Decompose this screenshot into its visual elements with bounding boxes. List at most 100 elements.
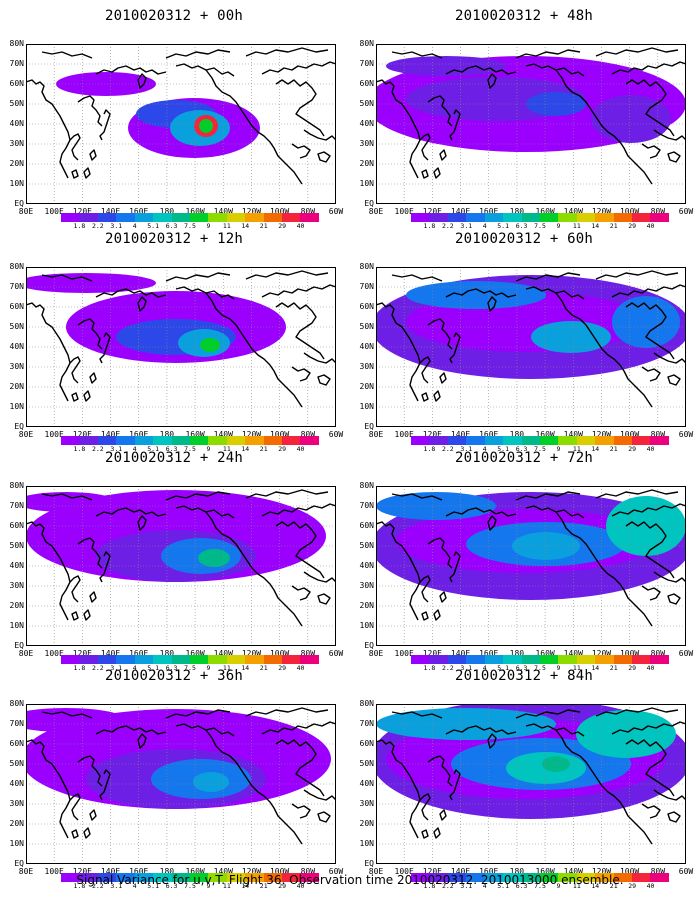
colorbar-label: 7.5 xyxy=(184,222,196,230)
latitude-label: 70N xyxy=(359,719,374,728)
colorbar-label: 4 xyxy=(132,882,137,890)
latitude-label: 60N xyxy=(359,302,374,311)
colorbar-swatch xyxy=(576,655,596,664)
colorbar-swatch xyxy=(613,655,633,664)
latitude-label: 10N xyxy=(359,621,374,630)
coastline xyxy=(26,79,71,179)
latitude-label: 20N xyxy=(359,819,374,828)
coastline xyxy=(421,829,429,839)
coastline xyxy=(71,611,79,621)
colorbar-label: 4 xyxy=(132,445,137,453)
coastline xyxy=(99,769,111,801)
coastline xyxy=(137,733,147,749)
coastline xyxy=(303,571,336,583)
colorbar-swatch xyxy=(558,213,577,222)
colorbar-label: 40 xyxy=(296,664,305,672)
longitude-label: 140E xyxy=(450,207,471,216)
colorbar-labels: 1.8 2.2 3.1 4 5.1 6.3 7.5 9 11 14 21 29 40 xyxy=(61,883,319,891)
colorbar-swatch xyxy=(300,873,319,882)
colorbar-label: 6.3 xyxy=(515,882,528,890)
colorbar-swatch xyxy=(226,213,246,222)
coastline xyxy=(611,61,686,75)
colorbar-label: 4 xyxy=(482,664,487,672)
longitude-label: 100E xyxy=(44,207,64,216)
coastline xyxy=(89,149,97,161)
map-plot xyxy=(376,44,686,204)
longitude-label: 120W xyxy=(591,867,612,876)
colorbar xyxy=(411,873,669,882)
colorbar-label: 1.8 xyxy=(423,222,436,230)
latitude-label: 60N xyxy=(359,739,374,748)
coastline xyxy=(419,356,431,384)
colorbar-label: 1.8 xyxy=(423,664,436,672)
colorbar-label: 11 xyxy=(572,445,581,453)
coastline xyxy=(26,521,71,621)
coastline xyxy=(595,270,679,280)
colorbar-swatch xyxy=(116,655,135,664)
colorbar-label: 4 xyxy=(482,445,487,453)
colorbar-labels: 1.8 2.2 3.1 4 5.1 6.3 7.5 9 11 14 21 29 40 xyxy=(411,223,669,231)
colorbar-label: 1.8 xyxy=(73,445,86,453)
coastline xyxy=(653,129,686,141)
colorbar-swatch xyxy=(447,213,467,222)
map-plot xyxy=(26,704,336,864)
colorbar-swatch xyxy=(558,655,577,664)
colorbar-swatch xyxy=(521,213,540,222)
latitude-label: 60N xyxy=(9,302,24,311)
colorbar-swatch xyxy=(208,436,227,445)
variance-contour xyxy=(200,338,220,352)
longitude-label: 80W xyxy=(300,207,316,216)
colorbar-swatch xyxy=(245,873,264,882)
longitude-label: 80W xyxy=(300,430,316,439)
latitude-label: 50N xyxy=(359,322,374,331)
longitude-label: 140W xyxy=(213,207,233,216)
colorbar-label: 3.1 xyxy=(110,222,123,230)
colorbar-label: 21 xyxy=(609,222,618,230)
coastline xyxy=(291,585,311,601)
latitude-label: 50N xyxy=(9,759,24,768)
colorbar-label: 5.1 xyxy=(147,445,160,453)
colorbar-label: 11 xyxy=(222,445,231,453)
latitude-label: 30N xyxy=(359,581,374,590)
latitude-label: 80N xyxy=(359,481,374,490)
colorbar-swatch xyxy=(153,213,172,222)
longitude-label: 60W xyxy=(678,649,694,658)
variance-contour xyxy=(576,710,676,758)
latitude-label: 80N xyxy=(9,699,24,708)
colorbar-swatch xyxy=(503,873,522,882)
longitude-label: 100W xyxy=(269,430,290,439)
longitude-label: 80W xyxy=(650,649,666,658)
latitude-label: 50N xyxy=(9,99,24,108)
colorbar-swatch xyxy=(79,436,98,445)
colorbar-labels: 1.8 2.2 3.1 4 5.1 6.3 7.5 9 11 14 21 29 40 xyxy=(411,446,669,454)
longitude-label: 80W xyxy=(650,207,666,216)
colorbar-swatch xyxy=(484,873,504,882)
colorbar-label: 1.8 xyxy=(423,445,436,453)
variance-contour xyxy=(612,296,680,348)
coastline xyxy=(303,789,336,801)
longitude-label: 120E xyxy=(72,430,92,439)
map-panel: 2010020312 + 72h 80N 70N 60N 50N 40N 30N 20N 10N… xyxy=(354,444,694,672)
longitude-label: 100W xyxy=(619,649,640,658)
coastline xyxy=(376,739,421,839)
colorbar-label: 14 xyxy=(591,222,600,230)
coastline xyxy=(449,109,461,141)
latitude-label: 50N xyxy=(9,322,24,331)
colorbar-swatch xyxy=(539,213,559,222)
latitude-label: EQ xyxy=(14,641,24,650)
coastline xyxy=(595,47,679,57)
latitude-label: 40N xyxy=(359,561,374,570)
colorbar-swatch xyxy=(226,655,246,664)
colorbar-label: 6.3 xyxy=(165,445,178,453)
colorbar-swatch xyxy=(116,873,135,882)
colorbar-label: 14 xyxy=(241,664,250,672)
longitude-label: 100E xyxy=(394,649,414,658)
colorbar-swatch xyxy=(650,436,669,445)
latitude-label: 40N xyxy=(9,779,24,788)
longitude-label: 100W xyxy=(269,207,290,216)
variance-contour xyxy=(26,492,116,512)
longitude-label: 60W xyxy=(678,867,694,876)
coastline xyxy=(421,169,429,179)
colorbar-swatch xyxy=(429,655,448,664)
coastline xyxy=(376,302,421,402)
